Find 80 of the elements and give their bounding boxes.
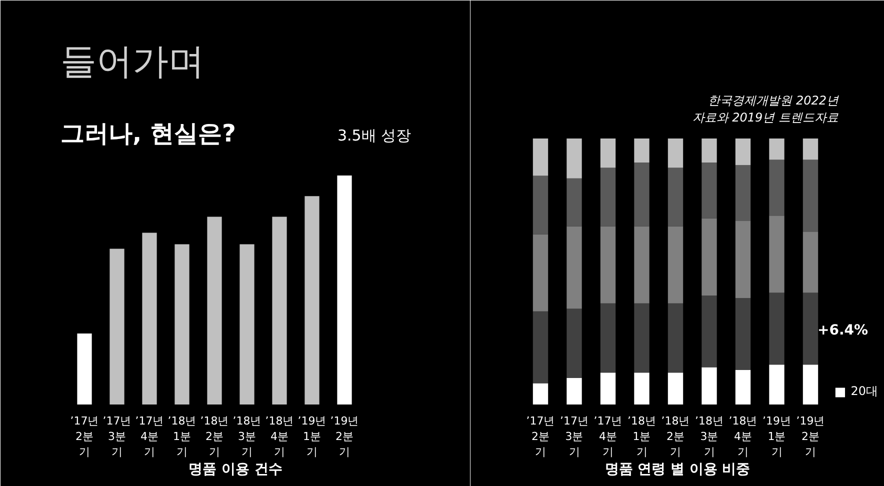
- x-tick-label: ’18년 3분기: [695, 414, 724, 459]
- bar: [566, 178, 582, 226]
- bar: [600, 168, 616, 226]
- bar: [769, 160, 784, 216]
- bar: [600, 303, 616, 373]
- x-tick-label: ’18년 1분기: [628, 414, 656, 459]
- chart-subtitle: 그러나, 현실은?: [60, 120, 236, 148]
- x-axis-title: 명품 이용 건수: [188, 462, 282, 478]
- bar: [769, 292, 784, 365]
- x-tick-label: ’17년 4분기: [594, 414, 622, 459]
- x-tick-label: ’19년 1분기: [298, 414, 326, 459]
- x-tick-label: ’17년 2분기: [70, 414, 99, 459]
- bar: [702, 138, 717, 162]
- x-tick-label: ’18년 4분기: [728, 414, 758, 459]
- bar: [566, 308, 582, 378]
- bar: [337, 176, 352, 404]
- bar: [668, 226, 684, 304]
- bar: [802, 364, 818, 404]
- bar: [566, 226, 582, 309]
- x-tick-label: ’18년 2분기: [661, 414, 690, 459]
- bar: [769, 364, 784, 404]
- chart-title: 들어가며: [60, 42, 204, 82]
- bar: [634, 162, 650, 226]
- bar: [702, 367, 717, 404]
- bar: [668, 303, 684, 373]
- bar: [802, 292, 818, 365]
- bar: [532, 311, 548, 384]
- bar: [802, 232, 818, 293]
- bar: [142, 232, 157, 404]
- bar: [532, 138, 548, 176]
- bar: [735, 370, 751, 404]
- bar: [702, 295, 717, 368]
- bar: [207, 216, 222, 404]
- bar: [77, 334, 92, 404]
- bar: [600, 372, 616, 404]
- x-tick-label: ’17년 4분기: [135, 414, 164, 459]
- x-tick-label: ’19년 2분기: [330, 414, 359, 459]
- bar: [174, 244, 190, 404]
- x-axis-title: 명품 연령 별 이용 비중: [604, 462, 750, 478]
- bar: [634, 138, 650, 162]
- bar: [668, 168, 684, 226]
- legend-label: 20대: [850, 383, 878, 400]
- bar: [702, 162, 717, 218]
- bar: [769, 138, 784, 160]
- bar: [532, 176, 548, 234]
- bar: [272, 216, 287, 404]
- bar: [735, 165, 751, 221]
- x-tick-label: ’17년 2분기: [526, 414, 555, 459]
- bar: [566, 138, 582, 178]
- bar: [634, 226, 650, 304]
- x-tick-label: ’17년 3분기: [560, 414, 589, 459]
- bar: [634, 303, 650, 373]
- bar: [532, 234, 548, 312]
- bar: [802, 138, 818, 160]
- x-tick-label: ’18년 3분기: [232, 414, 262, 459]
- bar: [802, 160, 818, 232]
- x-tick-label: ’18년 2분기: [200, 414, 229, 459]
- x-tick-label: ’19년 1분기: [762, 414, 792, 459]
- text: 한국경제개발원 2022년 자료와 2019년 트렌드자료: [692, 94, 840, 124]
- bar: [600, 138, 616, 168]
- bar: [702, 218, 717, 296]
- bar: [304, 196, 320, 404]
- bar: [735, 298, 751, 370]
- bar: [600, 226, 616, 304]
- bar: [566, 378, 582, 404]
- bar: [110, 248, 124, 404]
- x-tick-label: ’17년 3분기: [102, 414, 132, 459]
- bar: [668, 138, 684, 168]
- annotation: +6.4%: [818, 322, 868, 338]
- bar: [532, 383, 548, 404]
- bar: [735, 138, 751, 166]
- bar: [668, 372, 684, 404]
- x-tick-label: ’18년 4분기: [265, 414, 294, 459]
- x-tick-label: ’18년 1분기: [168, 414, 196, 459]
- x-tick-label: ’19년 2분기: [796, 414, 825, 459]
- bar: [634, 372, 650, 404]
- bar: [769, 216, 784, 293]
- text: 3.5배 성장: [338, 126, 412, 144]
- bar: [735, 220, 751, 298]
- bar: [240, 244, 254, 404]
